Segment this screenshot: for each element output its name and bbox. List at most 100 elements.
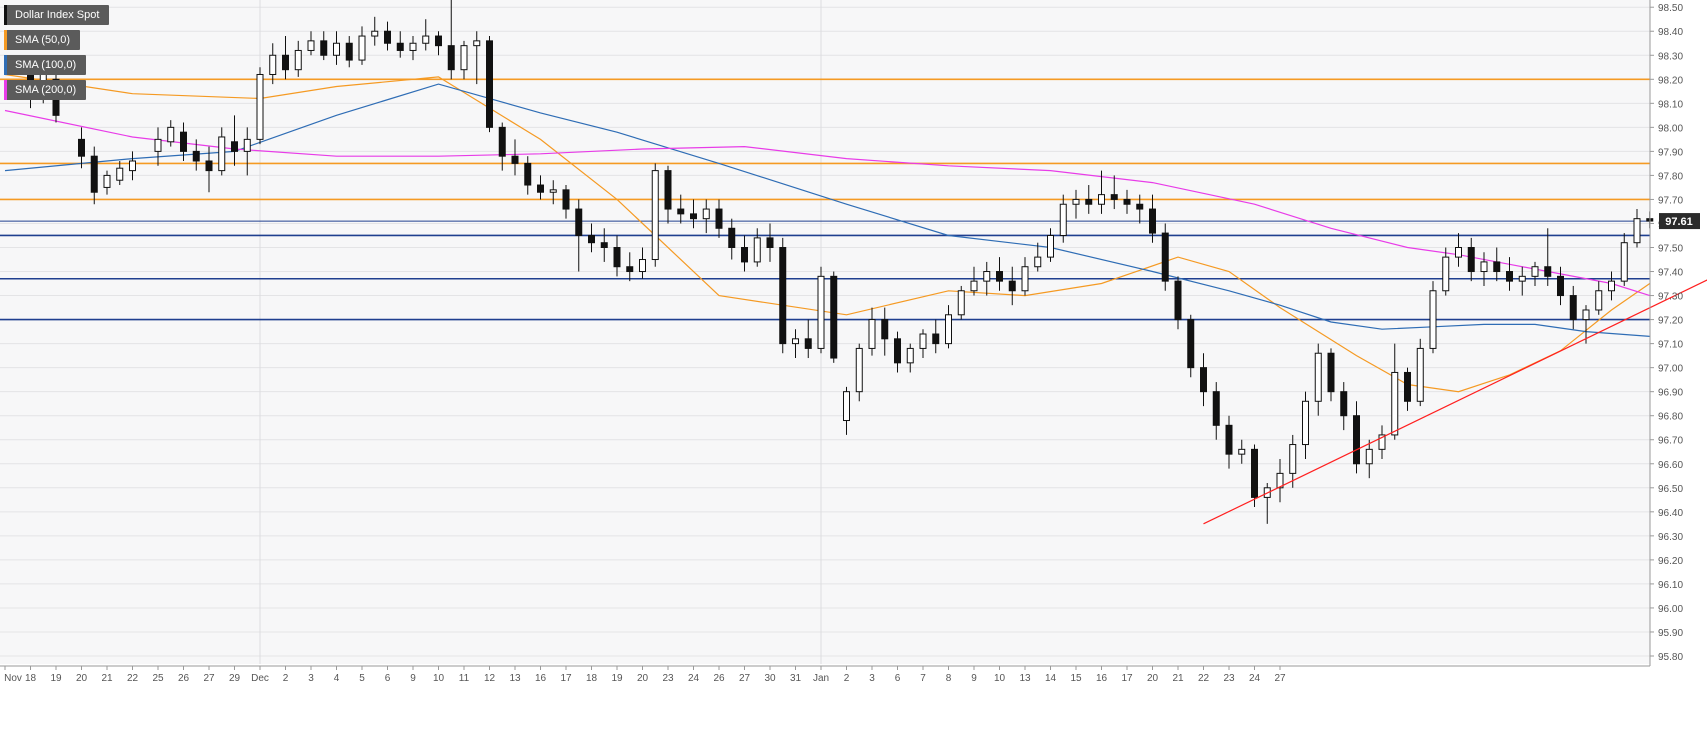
x-tick-label: 29 bbox=[229, 673, 241, 684]
y-tick-label: 98.30 bbox=[1658, 51, 1683, 62]
candle-up bbox=[334, 43, 340, 55]
x-tick-label: 23 bbox=[1223, 673, 1235, 684]
x-tick-label: 19 bbox=[50, 673, 62, 684]
candle-down bbox=[933, 334, 939, 344]
x-tick-label: 9 bbox=[410, 673, 416, 684]
candle-up bbox=[869, 320, 875, 349]
y-tick-label: 96.40 bbox=[1658, 508, 1683, 519]
x-tick-label: 26 bbox=[178, 673, 190, 684]
candle-down bbox=[805, 339, 811, 349]
candle-up bbox=[1048, 235, 1054, 257]
x-tick-label: 2 bbox=[283, 673, 289, 684]
candle-up bbox=[1609, 281, 1615, 291]
x-tick-label: 14 bbox=[1045, 673, 1057, 684]
candle-up bbox=[1621, 243, 1627, 281]
x-tick-label: 9 bbox=[971, 673, 977, 684]
candle-up bbox=[1022, 267, 1028, 291]
candle-down bbox=[678, 209, 684, 214]
x-tick-label: 18 bbox=[586, 673, 598, 684]
y-tick-label: 97.50 bbox=[1658, 244, 1683, 255]
x-tick-label: Jan bbox=[813, 673, 829, 684]
candle-up bbox=[461, 46, 467, 70]
legend-swatch-sma100 bbox=[4, 55, 7, 75]
x-tick-label: 27 bbox=[1274, 673, 1286, 684]
y-tick-label: 96.50 bbox=[1658, 484, 1683, 495]
legend-item-price[interactable]: Dollar Index Spot bbox=[4, 5, 109, 25]
candle-down bbox=[895, 339, 901, 363]
y-tick-label: 98.50 bbox=[1658, 3, 1683, 14]
candle-down bbox=[91, 156, 97, 192]
candle-down bbox=[206, 161, 212, 171]
candle-down bbox=[1188, 320, 1194, 368]
candle-down bbox=[563, 190, 569, 209]
candle-up bbox=[971, 281, 977, 291]
y-tick-label: 97.70 bbox=[1658, 195, 1683, 206]
candle-up bbox=[1290, 445, 1296, 474]
candle-down bbox=[346, 43, 352, 60]
x-tick-label: 22 bbox=[1198, 673, 1210, 684]
candle-down bbox=[780, 248, 786, 344]
candle-down bbox=[525, 163, 531, 185]
y-tick-label: 97.90 bbox=[1658, 147, 1683, 158]
x-tick-label: 16 bbox=[1096, 673, 1108, 684]
legend: Dollar Index Spot SMA (50,0) SMA (100,0)… bbox=[4, 5, 109, 105]
candle-down bbox=[691, 214, 697, 219]
candle-up bbox=[1596, 291, 1602, 310]
y-axis: 95.8095.9096.0096.1096.2096.3096.4096.50… bbox=[1650, 0, 1683, 666]
x-tick-label: 6 bbox=[895, 673, 901, 684]
candle-up bbox=[104, 175, 110, 187]
candle-up bbox=[1303, 401, 1309, 444]
y-tick-label: 97.00 bbox=[1658, 364, 1683, 375]
legend-item-sma50[interactable]: SMA (50,0) bbox=[4, 30, 80, 50]
candle-up bbox=[1392, 372, 1398, 434]
x-tick-label: 8 bbox=[946, 673, 952, 684]
y-tick-label: 97.40 bbox=[1658, 268, 1683, 279]
candle-up bbox=[155, 139, 161, 151]
candle-down bbox=[538, 185, 544, 192]
candle-up bbox=[640, 260, 646, 272]
candle-up bbox=[1481, 262, 1487, 272]
candle-up bbox=[1239, 449, 1245, 454]
y-tick-label: 96.20 bbox=[1658, 556, 1683, 567]
y-tick-label: 97.20 bbox=[1658, 316, 1683, 327]
x-tick-label: 19 bbox=[611, 673, 623, 684]
legend-swatch-price bbox=[4, 5, 7, 25]
candle-down bbox=[1162, 233, 1168, 281]
candle-up bbox=[1456, 248, 1462, 258]
x-tick-label: 27 bbox=[203, 673, 215, 684]
last-price-marker: 97.61 bbox=[1659, 213, 1700, 229]
legend-item-sma100[interactable]: SMA (100,0) bbox=[4, 55, 86, 75]
x-tick-label: 15 bbox=[1070, 673, 1082, 684]
candle-up bbox=[984, 272, 990, 282]
x-tick-label: 20 bbox=[76, 673, 88, 684]
x-tick-label: 2 bbox=[844, 673, 850, 684]
candle-down bbox=[1201, 368, 1207, 392]
candle-up bbox=[1035, 257, 1041, 267]
candle-up bbox=[946, 315, 952, 344]
candle-down bbox=[79, 139, 85, 156]
candle-down bbox=[1111, 195, 1117, 200]
candle-up bbox=[1417, 348, 1423, 401]
legend-label-sma200: SMA (200,0) bbox=[15, 84, 76, 96]
candle-down bbox=[181, 132, 187, 151]
candle-up bbox=[257, 74, 263, 139]
x-tick-label: 11 bbox=[459, 673, 470, 684]
legend-swatch-sma200 bbox=[4, 80, 7, 100]
x-tick-label: 6 bbox=[385, 673, 391, 684]
x-tick-label: 24 bbox=[1249, 673, 1261, 684]
x-tick-label: 10 bbox=[433, 673, 445, 684]
x-tick-label: Dec bbox=[251, 673, 269, 684]
candle-up bbox=[703, 209, 709, 219]
candle-up bbox=[1073, 199, 1079, 204]
legend-item-sma200[interactable]: SMA (200,0) bbox=[4, 80, 86, 100]
candle-down bbox=[1494, 262, 1500, 272]
candle-up bbox=[958, 291, 964, 315]
candle-up bbox=[1634, 219, 1640, 243]
candle-up bbox=[168, 127, 174, 141]
candle-up bbox=[1519, 276, 1525, 281]
y-tick-label: 96.70 bbox=[1658, 436, 1683, 447]
candle-down bbox=[1175, 281, 1181, 319]
y-tick-label: 96.80 bbox=[1658, 412, 1683, 423]
candle-up bbox=[1315, 353, 1321, 401]
